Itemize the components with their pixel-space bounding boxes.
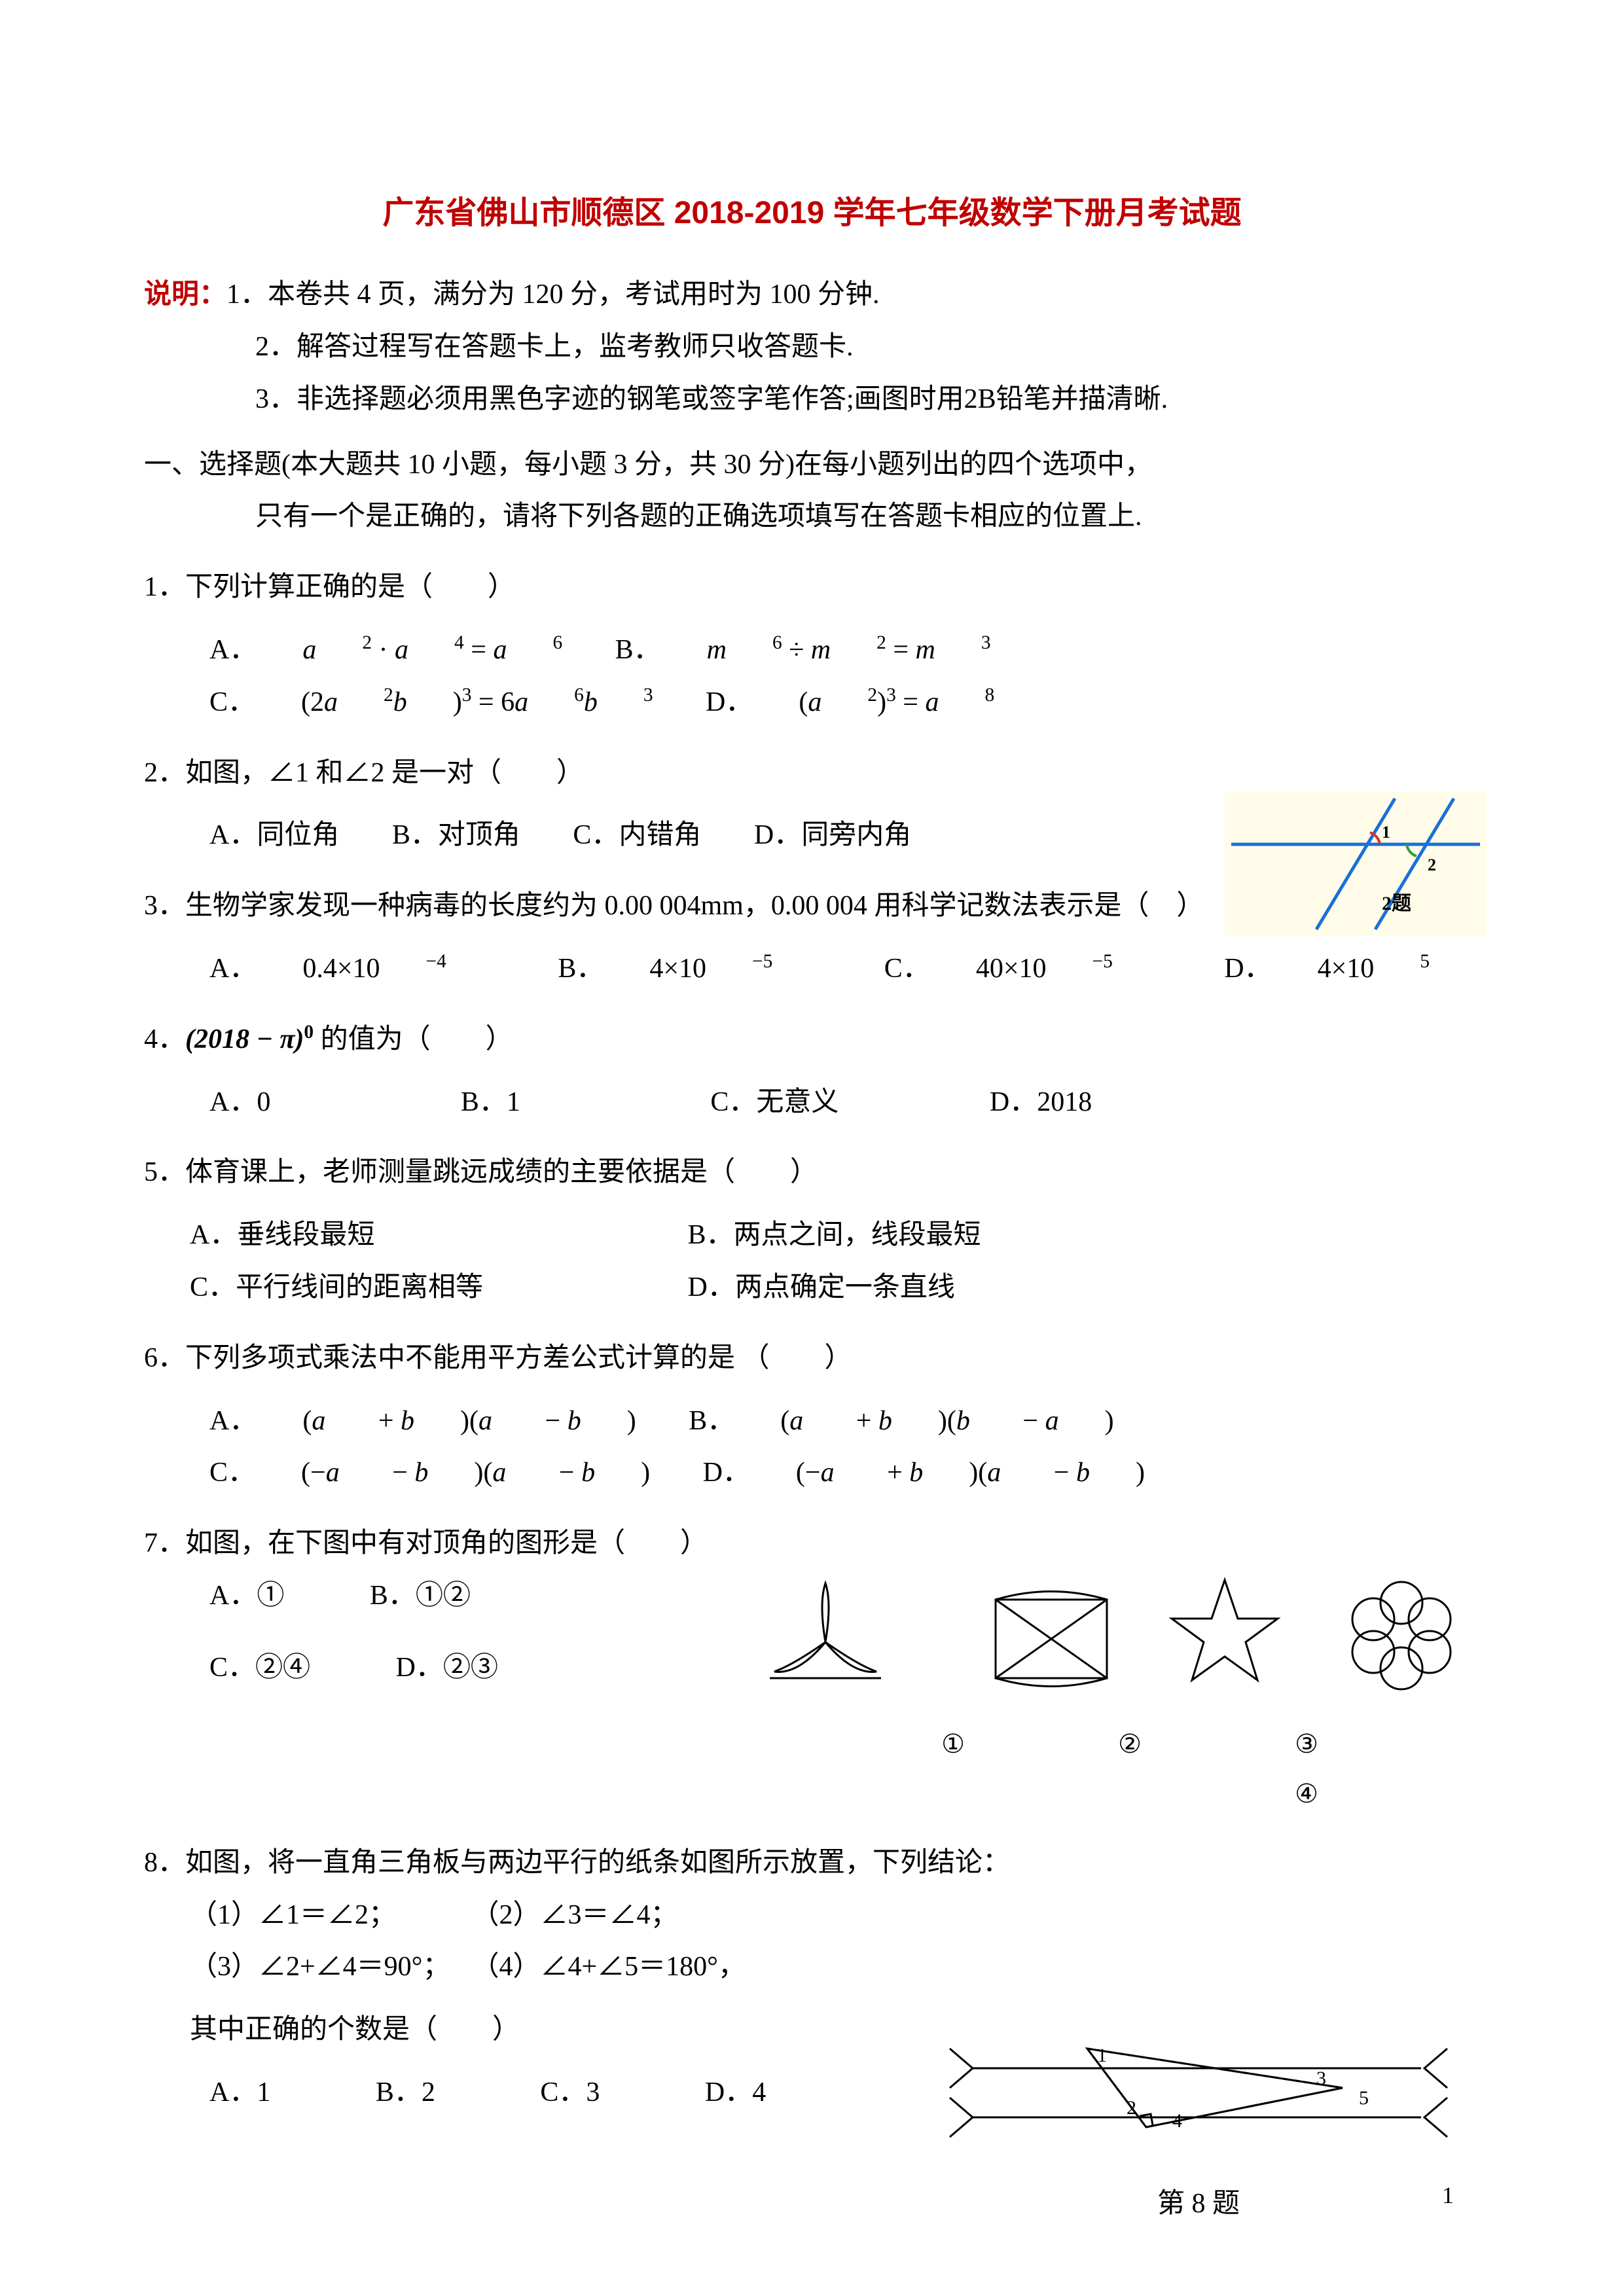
q6-stem: 6．下列多项式乘法中不能用平方差公式计算的是 （ ） [144,1333,1480,1385]
page-number: 1 [1442,2173,1454,2217]
q5-opt-a: A．垂线段最短 [190,1210,635,1262]
question-4: 4．(2018 − π)0 的值为（ ） A．0 B．1 C．无意义 D．201… [144,1014,1480,1129]
q3-opt-c: C．40×10−5 [884,943,1113,996]
q7-opt-b: B．①② [370,1581,471,1611]
svg-text:4: 4 [1172,2110,1182,2132]
svg-text:1: 1 [1382,823,1390,842]
q4-stem: 4．(2018 − π)0 的值为（ ） [144,1014,1480,1066]
q8-c4: （4）∠4+∠5＝180°， [472,1952,746,1982]
q7-opt-c: C．②④ [209,1653,310,1683]
q5-opt-b: B．两点之间，线段最短 [688,1210,981,1262]
q4-opt-c: C．无意义 [710,1077,839,1129]
svg-text:1: 1 [1097,2045,1107,2066]
q2-opt-a: A．同位角 [209,810,339,862]
svg-text:5: 5 [1359,2087,1369,2109]
instructions-label: 说明： [144,279,226,310]
instruction-3: 3．非选择题必须用黑色字迹的钢笔或签字笔作答;画图时用2B铅笔并描清晰. [144,374,1480,426]
q7-stem: 7．如图，在下图中有对顶角的图形是（ ） [144,1518,1480,1570]
q7-opt-d: D．②③ [396,1653,498,1683]
q8-fig-caption: 第 8 题 [937,2178,1460,2231]
instructions-block: 说明：1．本卷共 4 页，满分为 120 分，考试用时为 100 分钟. 2．解… [144,269,1480,425]
q6-opt-a: A．(a + b)(a − b) [209,1395,636,1448]
q6-opt-c: C．(−a − b)(a − b) [209,1447,650,1499]
q1-opt-c: C．(2a2b)3 = 6a6b3 [209,677,653,729]
question-7: 7．如图，在下图中有对顶角的图形是（ ） A．① B．①② C．②④ D．②③ [144,1518,1480,1819]
question-1: 1．下列计算正确的是（ ） A．a2 · a4 = a6 B．m6 ÷ m2 =… [144,562,1480,728]
q6-opt-d: D．(−a + b)(a − b) [703,1447,1145,1499]
exam-title: 广东省佛山市顺德区 2018-2019 学年七年级数学下册月考试题 [144,183,1480,243]
q2-opt-b: B．对顶角 [392,810,520,862]
q6-opt-b: B．(a + b)(b − a) [689,1395,1113,1448]
q5-stem: 5．体育课上，老师测量跳远成绩的主要依据是（ ） [144,1147,1480,1199]
q2-fig-caption: 2题 [1382,893,1411,914]
q7-label-2: ② [1045,1719,1215,1769]
q1-opt-b: B．m6 ÷ m2 = m3 [615,624,991,677]
q2-opt-d: D．同旁内角 [754,810,911,862]
question-6: 6．下列多项式乘法中不能用平方差公式计算的是 （ ） A．(a + b)(a −… [144,1333,1480,1499]
q8-figure: 1 2 3 4 5 第 8 题 [937,2022,1460,2231]
q3-options: A．0.4×10−4 B．4×10−5 C．40×10−5 D．4×105 [144,943,1480,996]
q7-label-3: ③ [1221,1719,1392,1769]
svg-text:2: 2 [1428,855,1436,874]
svg-text:2: 2 [1127,2097,1136,2119]
section-1-heading-a: 一、选择题(本大题共 10 小题，每小题 3 分，共 30 分)在每小题列出的四… [144,439,1480,492]
q6-options: A．(a + b)(a − b) B．(a + b)(b − a) C．(−a … [144,1395,1480,1500]
q4-opt-a: A．0 [209,1077,270,1129]
q7-label-1: ① [868,1719,1038,1769]
q7-label-4: ④ [1221,1769,1392,1819]
q8-c1: （1）∠1＝∠2； [190,1890,465,1942]
q8-c3: （3）∠2+∠4＝90°； [190,1941,465,1994]
q1-opt-a: A．a2 · a4 = a6 [209,624,562,677]
section-1-heading-b: 只有一个是正确的，请将下列各题的正确选项填写在答题卡相应的位置上. [144,491,1480,543]
q3-opt-a: A．0.4×10−4 [209,943,446,996]
q5-options: A．垂线段最短 B．两点之间，线段最短 C．平行线间的距离相等 D．两点确定一条… [144,1210,1480,1314]
q8-opt-c: C．3 [540,2067,600,2119]
q5-opt-d: D．两点确定一条直线 [688,1262,955,1314]
q1-opt-d: D．(a2)3 = a8 [706,677,994,729]
instruction-2: 2．解答过程写在答题卡上，监考教师只收答题卡. [144,321,1480,374]
q7-figures: ① ② ③ ④ [746,1570,1480,1819]
q3-opt-d: D．4×105 [1224,943,1430,996]
q3-opt-b: B．4×10−5 [558,943,772,996]
q4-opt-d: D．2018 [990,1077,1092,1129]
q1-options: A．a2 · a4 = a6 B．m6 ÷ m2 = m3 C．(2a2b)3 … [144,624,1480,729]
q8-opt-d: D．4 [705,2067,766,2119]
q1-stem: 1．下列计算正确的是（ ） [144,562,1480,614]
q4-options: A．0 B．1 C．无意义 D．2018 [144,1077,1480,1129]
q4-opt-b: B．1 [461,1077,520,1129]
svg-text:3: 3 [1316,2068,1326,2089]
q8-opt-b: B．2 [376,2067,435,2119]
instruction-1: 1．本卷共 4 页，满分为 120 分，考试用时为 100 分钟. [226,279,880,310]
question-5: 5．体育课上，老师测量跳远成绩的主要依据是（ ） A．垂线段最短 B．两点之间，… [144,1147,1480,1314]
q2-opt-c: C．内错角 [573,810,701,862]
q8-stem: 8．如图，将一直角三角板与两边平行的纸条如图所示放置，下列结论： [144,1837,1480,1890]
q8-c2: （2）∠3＝∠4； [472,1900,678,1930]
q2-figure: 1 2 2题 [1225,792,1487,936]
q5-opt-c: C．平行线间的距离相等 [190,1262,635,1314]
q8-opt-a: A．1 [209,2067,270,2119]
q7-opt-a: A．① [209,1581,284,1611]
